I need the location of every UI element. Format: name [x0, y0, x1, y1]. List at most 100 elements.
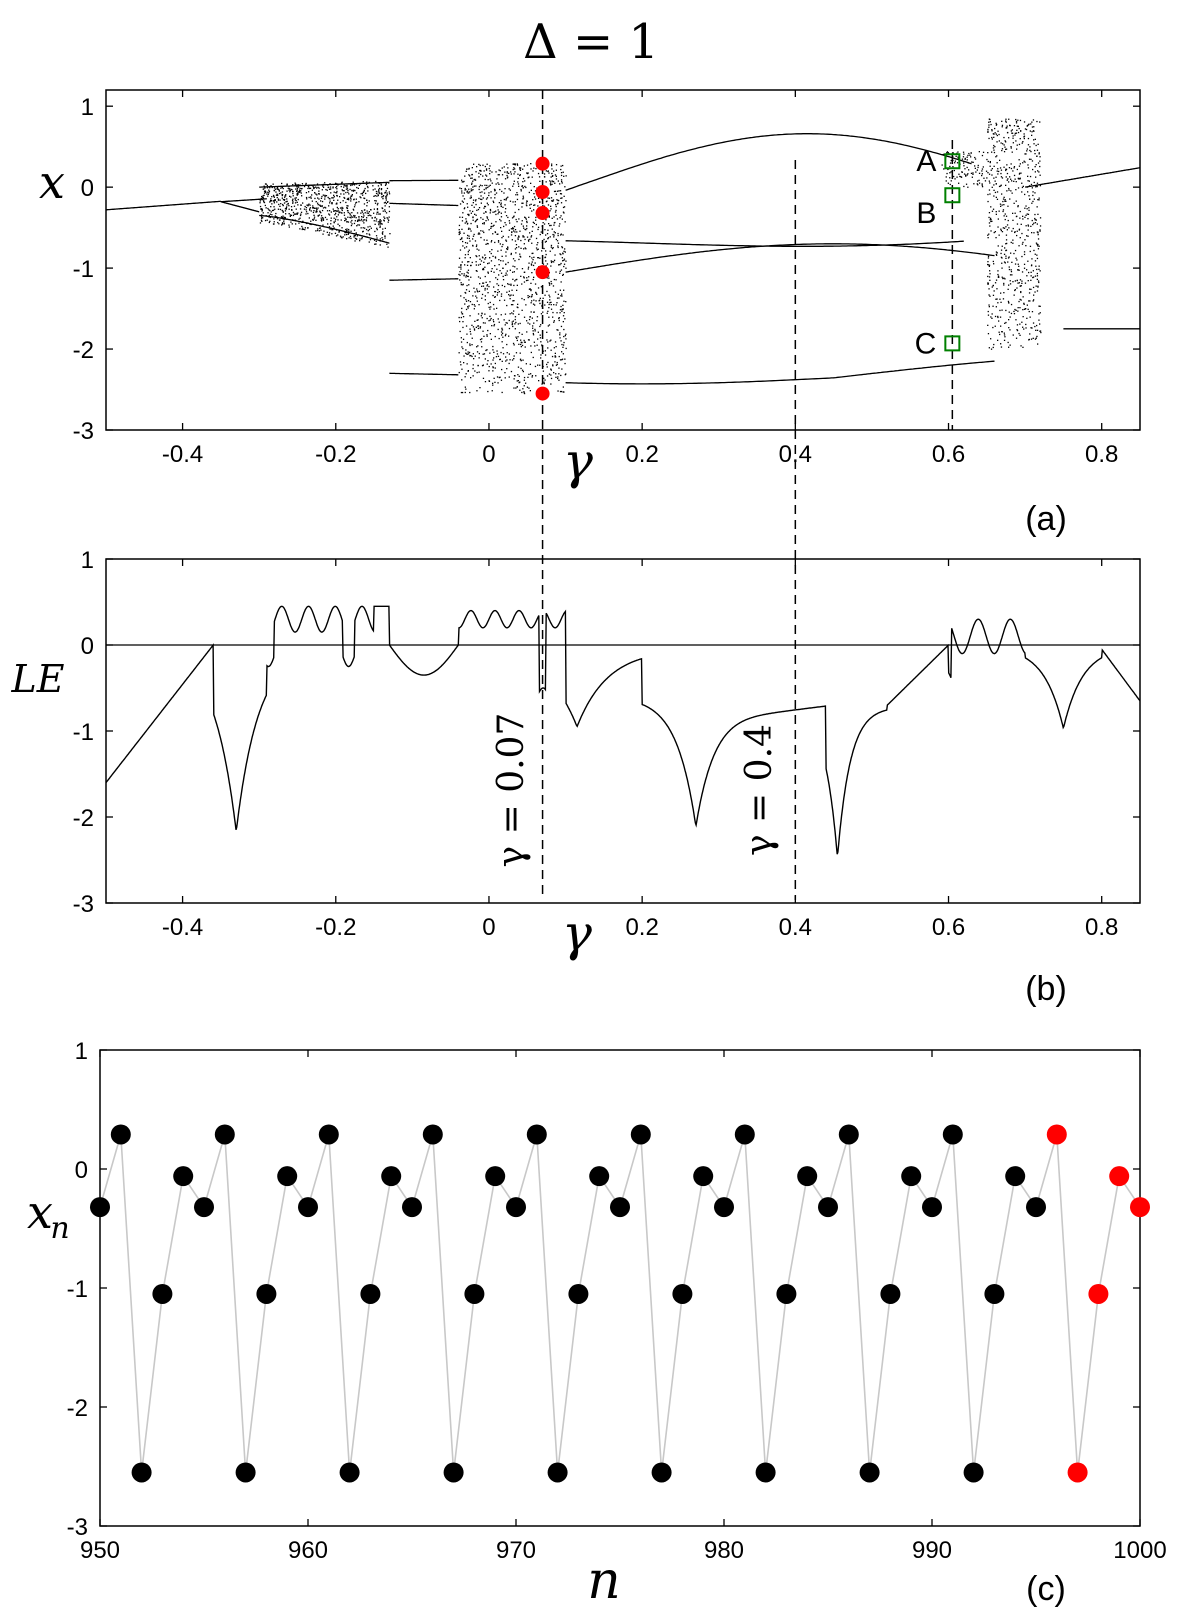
scatter-dot: [548, 197, 551, 199]
scatter-dot: [1015, 140, 1017, 142]
scatter-dot: [381, 237, 383, 239]
scatter-dot: [527, 266, 530, 268]
scatter-dot: [554, 254, 556, 256]
scatter-dot: [551, 175, 554, 177]
scatter-dot: [479, 169, 481, 172]
scatter-dot: [351, 189, 353, 192]
scatter-dot: [1015, 122, 1018, 124]
y-tick-label: 1: [75, 1038, 88, 1065]
scatter-dot: [549, 180, 551, 182]
scatter-dot: [532, 332, 534, 335]
scatter-dot: [379, 192, 381, 195]
scatter-dot: [465, 373, 467, 375]
scatter-dot: [1017, 269, 1019, 271]
scatter-dot: [489, 301, 491, 304]
scatter-dot: [284, 195, 287, 197]
scatter-dot: [562, 315, 565, 317]
scatter-dot: [344, 217, 346, 219]
scatter-dot: [481, 312, 483, 314]
scatter-dot: [479, 191, 481, 194]
scatter-dot: [956, 176, 958, 178]
scatter-dot: [1027, 213, 1030, 215]
scatter-dot: [1031, 258, 1033, 260]
scatter-dot: [344, 185, 346, 187]
scatter-dot: [389, 233, 391, 235]
scatter-dot: [305, 209, 307, 211]
scatter-dot: [354, 240, 356, 242]
scatter-dot: [362, 181, 364, 183]
scatter-dot: [553, 372, 555, 374]
scatter-dot: [989, 270, 991, 272]
scatter-dot: [282, 211, 284, 213]
scatter-dot: [562, 344, 565, 346]
scatter-dot: [1015, 309, 1017, 311]
scatter-dot: [995, 176, 997, 178]
scatter-dot: [465, 349, 467, 351]
scatter-dot: [484, 295, 486, 297]
scatter-dot: [555, 214, 557, 216]
scatter-dot: [308, 186, 310, 188]
scatter-dot: [526, 172, 528, 174]
scatter-dot: [282, 210, 284, 212]
scatter-dot: [467, 253, 469, 256]
scatter-dot: [301, 225, 303, 228]
scatter-dot: [1014, 308, 1016, 311]
scatter-dot: [1005, 243, 1007, 245]
scatter-dot: [997, 276, 999, 278]
scatter-dot: [1031, 131, 1033, 133]
scatter-dot: [260, 216, 263, 218]
scatter-dot: [1014, 280, 1016, 282]
scatter-dot: [317, 204, 319, 206]
scatter-dot: [1036, 290, 1039, 292]
scatter-dot: [1029, 149, 1031, 152]
scatter-dot: [464, 222, 466, 224]
scatter-dot: [1036, 243, 1038, 245]
scatter-dot: [1006, 242, 1008, 245]
scatter-dot: [1011, 132, 1013, 134]
scatter-dot: [1018, 173, 1021, 175]
scatter-dot: [328, 226, 331, 228]
scatter-dot: [368, 200, 370, 202]
scatter-dot: [522, 168, 524, 170]
scatter-dot: [505, 208, 507, 210]
scatter-dot: [312, 218, 314, 221]
scatter-dot: [538, 380, 540, 382]
scatter-dot: [1032, 200, 1034, 203]
scatter-dot: [1021, 191, 1023, 193]
scatter-dot: [972, 172, 974, 174]
scatter-dot: [509, 313, 511, 315]
scatter-dot: [468, 168, 470, 170]
scatter-dot: [952, 152, 954, 154]
scatter-dot: [981, 183, 983, 185]
scatter-dot: [987, 257, 990, 259]
scatter-dot: [966, 166, 968, 169]
scatter-dot: [267, 207, 269, 210]
scatter-dot: [551, 217, 553, 219]
scatter-dot: [472, 364, 474, 366]
scatter-dot: [344, 220, 346, 222]
scatter-dot: [343, 196, 345, 199]
scatter-dot: [468, 249, 470, 251]
scatter-dot: [521, 333, 523, 335]
scatter-dot: [1000, 205, 1002, 207]
scatter-dot: [386, 187, 389, 190]
scatter-dot: [1019, 237, 1021, 239]
scatter-dot: [506, 270, 508, 272]
scatter-dot: [460, 295, 462, 297]
scatter-dot: [498, 211, 501, 213]
scatter-dot: [545, 260, 547, 262]
scatter-dot: [512, 216, 515, 218]
scatter-dot: [1001, 231, 1004, 233]
scatter-dot: [991, 286, 993, 288]
scatter-dot: [300, 190, 302, 192]
scatter-dot: [965, 183, 968, 185]
scatter-dot: [265, 183, 267, 185]
scatter-dot: [537, 257, 540, 259]
scatter-dot: [534, 330, 536, 332]
scatter-dot: [560, 165, 562, 167]
scatter-dot: [493, 211, 496, 213]
scatter-dot: [299, 217, 301, 219]
scatter-dot: [360, 193, 362, 195]
scatter-dot: [478, 172, 480, 174]
scatter-dot: [549, 296, 551, 298]
